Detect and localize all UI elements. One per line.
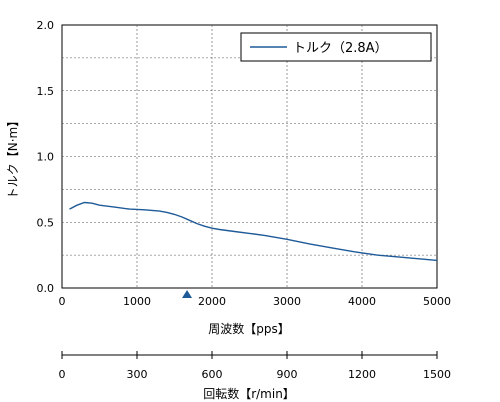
- legend-box: [240, 32, 432, 62]
- secondary-tick-label: 0: [59, 368, 66, 381]
- torque-series-line: [69, 201, 438, 262]
- x-tick-label: 5000: [423, 295, 451, 308]
- x-tick-label: 3000: [273, 295, 301, 308]
- speed-marker-triangle: [182, 290, 193, 298]
- secondary-tick-label: 1500: [423, 368, 451, 381]
- y-tick-label: 0.5: [37, 216, 55, 229]
- y-tick-label: 0.0: [37, 282, 55, 295]
- x-axis-label: 周波数【pps】: [208, 321, 290, 336]
- secondary-tick-label: 1200: [348, 368, 376, 381]
- x-axis-ticks: 0 1000 2000 3000 4000 5000: [59, 295, 452, 308]
- y-tick-label: 1.0: [37, 151, 55, 164]
- y-axis-ticks: 0.0 0.5 1.0 1.5 2.0: [37, 19, 55, 295]
- x-tick-label: 0: [59, 295, 66, 308]
- secondary-axis-ticks: 0 300 600 900 1200 1500: [59, 351, 451, 381]
- y-axis-label: トルク【N·m】: [6, 115, 20, 199]
- secondary-tick-label: 900: [277, 368, 298, 381]
- legend-label: トルク（2.8A）: [293, 41, 388, 56]
- x-tick-label: 4000: [348, 295, 376, 308]
- y-tick-label: 1.5: [37, 85, 55, 98]
- secondary-tick-label: 600: [202, 368, 223, 381]
- secondary-tick-label: 300: [127, 368, 148, 381]
- secondary-axis-label: 回転数【r/min】: [203, 386, 295, 401]
- y-tick-label: 2.0: [37, 19, 55, 32]
- x-tick-label: 2000: [198, 295, 226, 308]
- x-tick-label: 1000: [123, 295, 151, 308]
- legend: トルク（2.8A）: [240, 32, 432, 62]
